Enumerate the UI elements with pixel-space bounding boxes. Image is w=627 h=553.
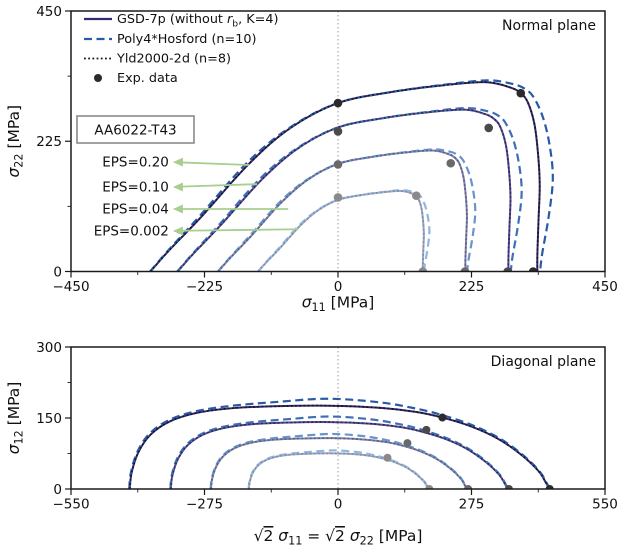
- x-axis-label-diagonal: √2 σ11​ = √2 σ22​ [MPa]: [254, 527, 423, 548]
- axis-ticks: [65, 10, 606, 278]
- eps-label: EPS=0.10: [102, 179, 169, 195]
- x-axis-label-normal: σ11​ [MPa]: [302, 294, 375, 315]
- eps-arrow-line: [180, 228, 299, 232]
- x-tick-label: −275: [186, 497, 223, 513]
- curve-yld2000-diagonal-eps0.002: [248, 452, 430, 489]
- exp-data-point: [383, 453, 392, 462]
- curve-yld2000-normal-eps0.002: [257, 190, 425, 272]
- curve-yld2000-diagonal-eps0.20: [128, 404, 551, 489]
- curve-yld2000-diagonal-eps0.04: [210, 437, 468, 489]
- x-tick-label: 275: [459, 497, 485, 513]
- y-tick-label: 0: [53, 264, 62, 280]
- exp-data-point: [528, 267, 538, 272]
- y-tick-label: 225: [36, 134, 62, 150]
- curve-yld2000-normal-eps0.04: [217, 149, 468, 272]
- x-tick-label: 0: [334, 497, 343, 513]
- curve-gsd-diagonal-eps0.20: [128, 404, 551, 489]
- eps-label: EPS=0.20: [102, 155, 169, 171]
- eps-arrow-head: [172, 226, 183, 236]
- curve-gsd-normal-eps0.04: [217, 149, 468, 272]
- exp-data-point: [403, 439, 412, 448]
- axis-ticks: [65, 346, 606, 495]
- x-tick-label: −450: [52, 279, 89, 295]
- x-tick-label: 225: [459, 279, 485, 295]
- y-tick-label: 150: [36, 411, 62, 427]
- exp-data-point: [333, 127, 343, 136]
- curve-poly4hosford-diagonal-eps0.002: [247, 449, 430, 489]
- exp-data-point: [438, 413, 447, 422]
- exp-data-point: [484, 123, 494, 133]
- y-tick-label: 300: [36, 340, 62, 356]
- curve-poly4hosford-diagonal-eps0.20: [128, 397, 552, 489]
- exp-data-point: [418, 267, 428, 272]
- curve-poly4hosford-normal-eps0.002: [257, 189, 431, 272]
- plot-normal: −450 −225 0 225 450 0 225 450 σ11​ [MPa] σ22​ [MP…: [5, 4, 618, 314]
- x-tick-label: 550: [592, 497, 618, 513]
- plot-diagonal: −550 −275 0 275 550 0 150 300 √2 σ11​ = √2 σ22​ …: [5, 340, 618, 548]
- curve-yld2000-normal-eps0.10: [177, 108, 512, 272]
- exp-data-point: [504, 485, 513, 489]
- exp-data-point: [545, 485, 554, 489]
- x-tick-label: 450: [592, 279, 618, 295]
- eps-arrow-head: [172, 157, 183, 167]
- curve-yld2000-diagonal-eps0.10: [169, 421, 509, 489]
- exp-data-point: [446, 158, 456, 168]
- y-axis-label-diagonal: σ12​ [MPa]: [5, 382, 26, 455]
- eps-arrow-head: [172, 204, 183, 214]
- curve-poly4hosford-diagonal-eps0.10: [169, 415, 510, 489]
- material-box: [76, 115, 195, 144]
- x-tick-label: −225: [186, 279, 223, 295]
- exp-data-point: [460, 267, 470, 272]
- y-tick-label: 450: [36, 4, 62, 20]
- curve-yld2000-normal-eps0.20: [149, 81, 541, 272]
- eps-arrow-head: [172, 182, 183, 192]
- eps-label: EPS=0.04: [102, 201, 169, 217]
- exp-data-point: [333, 98, 343, 108]
- curve-poly4hosford-normal-eps0.10: [176, 106, 523, 272]
- exp-data-point: [425, 485, 434, 489]
- legend-label-poly4: Poly4*Hosford (n=10): [117, 32, 257, 47]
- legend-marker-exp: [94, 74, 102, 82]
- plane-title-diagonal: Diagonal plane: [491, 354, 596, 370]
- exp-data-point: [422, 425, 431, 434]
- legend-label-gsd: GSD-7p (without rb​, K=4): [117, 12, 279, 30]
- eps-annotations: EPS=0.20 EPS=0.10 EPS=0.04 EPS=0.002: [94, 155, 299, 239]
- legend: GSD-7p (without rb​, K=4) Poly4*Hosford (…: [84, 12, 279, 86]
- x-tick-label: −550: [52, 497, 89, 513]
- material-label: AA6022-T43: [94, 123, 176, 139]
- exp-data-point: [412, 191, 421, 200]
- curve-poly4hosford-normal-eps0.04: [217, 148, 477, 272]
- curve-poly4hosford-normal-eps0.20: [149, 79, 554, 272]
- curve-gsd-diagonal-eps0.10: [169, 421, 509, 489]
- plane-title-normal: Normal plane: [502, 18, 596, 34]
- curve-gsd-diagonal-eps0.002: [247, 452, 430, 489]
- curve-gsd-normal-eps0.10: [176, 108, 512, 272]
- legend-label-yld: Yld2000-2d (n=8): [116, 52, 231, 67]
- legend-label-exp: Exp. data: [117, 71, 178, 86]
- exp-data-point: [333, 160, 343, 169]
- eps-arrow-line: [180, 161, 250, 166]
- curve-gsd-normal-eps0.002: [257, 189, 425, 272]
- exp-data-point: [516, 88, 526, 98]
- y-tick-label: 0: [53, 482, 62, 498]
- y-axis-label-normal: σ22​ [MPa]: [5, 105, 26, 178]
- exp-data-point: [333, 193, 343, 202]
- exp-data-point: [503, 267, 512, 272]
- eps-label: EPS=0.002: [94, 223, 169, 239]
- exp-data-point: [464, 485, 473, 489]
- eps-arrow-line: [180, 183, 258, 188]
- x-tick-label: 0: [334, 279, 343, 295]
